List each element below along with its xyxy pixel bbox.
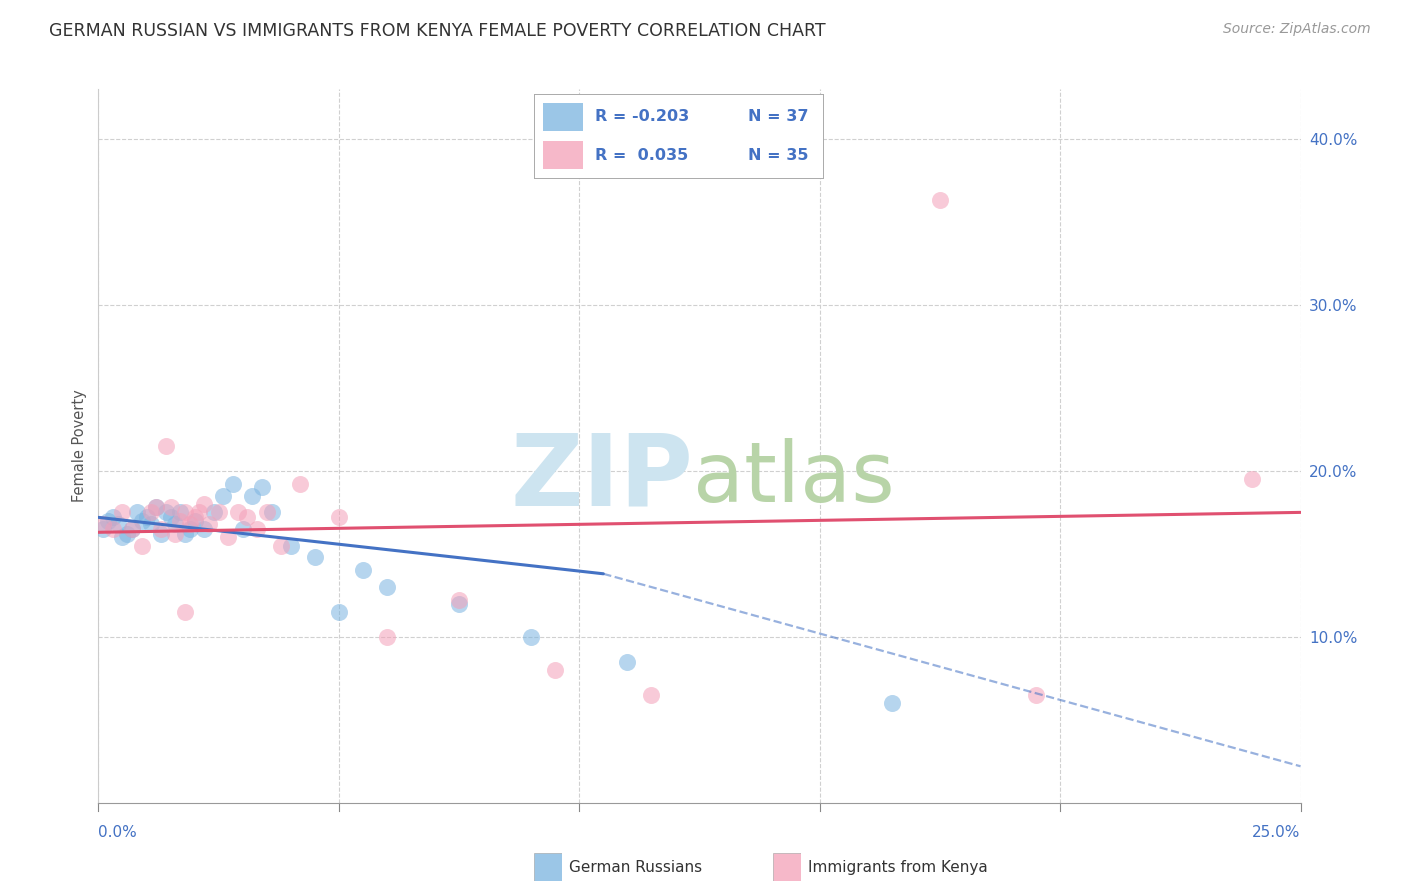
Text: German Russians: German Russians (569, 860, 703, 874)
Text: GERMAN RUSSIAN VS IMMIGRANTS FROM KENYA FEMALE POVERTY CORRELATION CHART: GERMAN RUSSIAN VS IMMIGRANTS FROM KENYA … (49, 22, 825, 40)
Point (217, 530, 239, 544)
Point (1025, 688, 1047, 702)
Point (111, 530, 134, 544)
Point (165, 516, 187, 531)
Point (375, 580, 398, 594)
Point (880, 696, 903, 710)
Bar (543, 141, 583, 169)
Point (125, 505, 148, 519)
Point (174, 505, 197, 519)
Point (193, 522, 215, 536)
Point (155, 505, 177, 519)
Point (236, 510, 259, 524)
Point (101, 522, 124, 536)
Point (222, 477, 245, 491)
Point (193, 497, 215, 511)
Point (270, 539, 292, 553)
Point (131, 539, 153, 553)
Point (121, 522, 143, 536)
Point (169, 514, 191, 528)
Point (640, 688, 662, 702)
Point (328, 510, 350, 524)
Point (145, 500, 167, 515)
Point (226, 505, 249, 519)
Point (135, 510, 157, 524)
Point (544, 663, 567, 677)
Point (202, 505, 225, 519)
Point (250, 481, 273, 495)
Text: N = 37: N = 37 (748, 110, 808, 125)
Point (107, 516, 129, 531)
Point (145, 500, 167, 515)
Point (165, 527, 187, 541)
Point (352, 564, 374, 578)
Text: 25.0%: 25.0% (1253, 825, 1301, 840)
Point (149, 527, 172, 541)
Point (198, 516, 221, 531)
Point (141, 516, 163, 531)
Text: R = -0.203: R = -0.203 (595, 110, 689, 125)
Point (169, 505, 191, 519)
Text: Immigrants from Kenya: Immigrants from Kenya (808, 860, 988, 874)
Point (260, 505, 283, 519)
Text: atlas: atlas (693, 438, 896, 518)
Point (97, 514, 120, 528)
Point (304, 550, 326, 565)
Point (179, 522, 201, 536)
Point (174, 605, 197, 619)
Point (520, 630, 543, 644)
Point (232, 522, 254, 536)
Point (256, 505, 278, 519)
Point (141, 505, 163, 519)
Y-axis label: Female Poverty: Female Poverty (72, 390, 87, 502)
Point (246, 522, 269, 536)
Point (131, 514, 153, 528)
Text: ZIP: ZIP (510, 430, 693, 526)
Point (117, 527, 139, 541)
Point (328, 605, 350, 619)
Point (447, 597, 470, 611)
Point (111, 505, 134, 519)
Point (91, 516, 114, 531)
Point (928, 194, 950, 208)
Point (183, 510, 205, 524)
Point (290, 477, 312, 491)
Point (1241, 472, 1264, 486)
Point (101, 510, 124, 524)
Point (280, 539, 302, 553)
Text: R =  0.035: R = 0.035 (595, 147, 688, 162)
Point (155, 439, 177, 453)
Point (447, 593, 470, 607)
Point (616, 655, 638, 669)
Point (149, 522, 172, 536)
Point (208, 505, 231, 519)
Text: 0.0%: 0.0% (98, 825, 138, 840)
Point (240, 489, 263, 503)
Point (159, 500, 181, 515)
Point (375, 630, 398, 644)
Point (183, 514, 205, 528)
Bar (543, 103, 583, 131)
Point (159, 510, 181, 524)
Text: N = 35: N = 35 (748, 147, 808, 162)
Point (174, 527, 197, 541)
Point (91, 522, 114, 536)
Point (179, 516, 201, 531)
Point (212, 489, 235, 503)
Point (121, 522, 143, 536)
Point (188, 505, 211, 519)
Text: Source: ZipAtlas.com: Source: ZipAtlas.com (1223, 22, 1371, 37)
